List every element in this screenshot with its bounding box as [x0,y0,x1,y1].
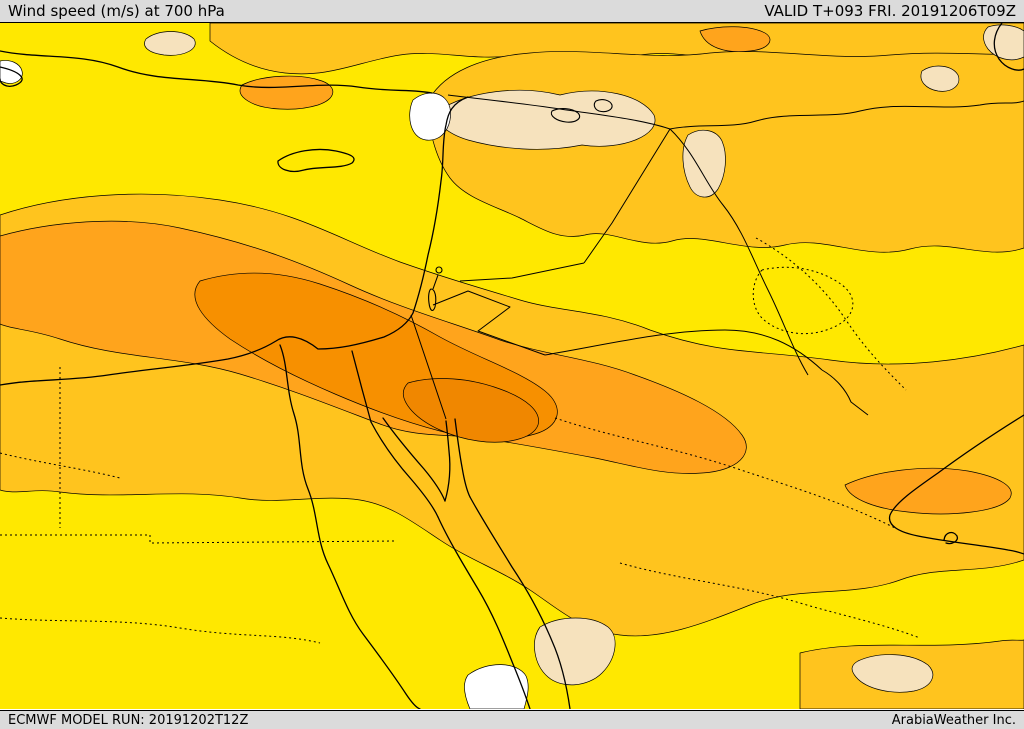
contour-fills-cream [144,24,1024,693]
coastline-caspian [993,23,1024,71]
sea-of-galilee [432,266,443,290]
provider-label: ArabiaWeather Inc. [891,712,1016,728]
contour-cream-northeast-small [920,65,960,92]
border-syria-jordan [459,262,585,282]
contour-fills-white [0,60,529,709]
red-sea-west-shore [437,516,531,709]
valid-time-label: VALID T+093 FRI. 20191206T09Z [764,2,1016,20]
coastline-qatar [943,531,958,545]
header-bar: Wind speed (m/s) at 700 hPa VALID T+093 … [0,0,1024,23]
border-syria-iraq [583,128,671,264]
footer-bar: ECMWF MODEL RUN: 20191202T12Z ArabiaWeat… [0,710,1024,729]
contour-cream-syria [436,89,656,150]
suez-canal [351,350,372,423]
map-canvas [0,23,1024,710]
contour-cream-anatolia [144,31,196,56]
gulf-of-suez-west-shore [370,421,439,518]
red-sea-east-shore [469,496,571,709]
model-run-label: ECMWF MODEL RUN: 20191202T12Z [8,712,249,728]
dead-sea [428,288,437,312]
contour-white-red-sea-south [464,664,529,709]
border-saudi-interior-north [554,417,896,529]
contour-white-syria-coast [409,92,451,141]
border-israel-egypt [410,314,447,420]
contour-cream-bottom-center [534,617,616,686]
border-libya-interior [0,452,121,479]
weather-map [0,23,1024,709]
gulf-of-aqaba-west-shore [444,420,451,502]
country-borders-dotted [0,237,921,644]
border-jordan-saudi [432,290,546,356]
coastline-marmara [0,66,23,87]
country-borders-solid [410,94,1024,420]
map-title: Wind speed (m/s) at 700 hPa [8,2,225,20]
border-iran-interior [755,237,907,391]
contour-cream-euphrates [682,129,726,198]
gulf-of-aqaba-east-shore [454,418,471,498]
lake-anatolia-1 [550,108,581,123]
contour-cream-bottom-right [851,654,934,693]
contour-orange-top-right-small [699,26,771,53]
lake-anatolia-2 [593,99,613,113]
border-iraq-saudi [544,329,823,371]
gulf-of-suez-east-shore [382,417,446,502]
coastline-cyprus [277,148,355,173]
contour-deepest-orange-core [403,378,539,443]
contour-cream-top-right-corner [983,24,1024,61]
border-iraq-interior [752,266,854,335]
coastline-persian-gulf [888,414,1024,555]
coastlines [0,23,1024,709]
contour-orange-top-small [239,75,334,110]
border-egypt-sudan [0,534,396,544]
coastline-mediterranean-levant-egypt [0,96,469,386]
contour-white-aegean-edge [0,60,23,84]
coastline-black-sea [0,50,433,94]
border-turkey-syria [447,94,671,130]
border-kuwait [821,369,869,416]
contour-fills-deepest-orange [403,378,539,443]
border-turkey-iran [669,100,1024,130]
river-nile [279,344,421,709]
contour-orange-gulf-blob [844,467,1012,515]
border-sudan-interior [0,617,321,644]
border-iraq-iran [669,128,809,376]
